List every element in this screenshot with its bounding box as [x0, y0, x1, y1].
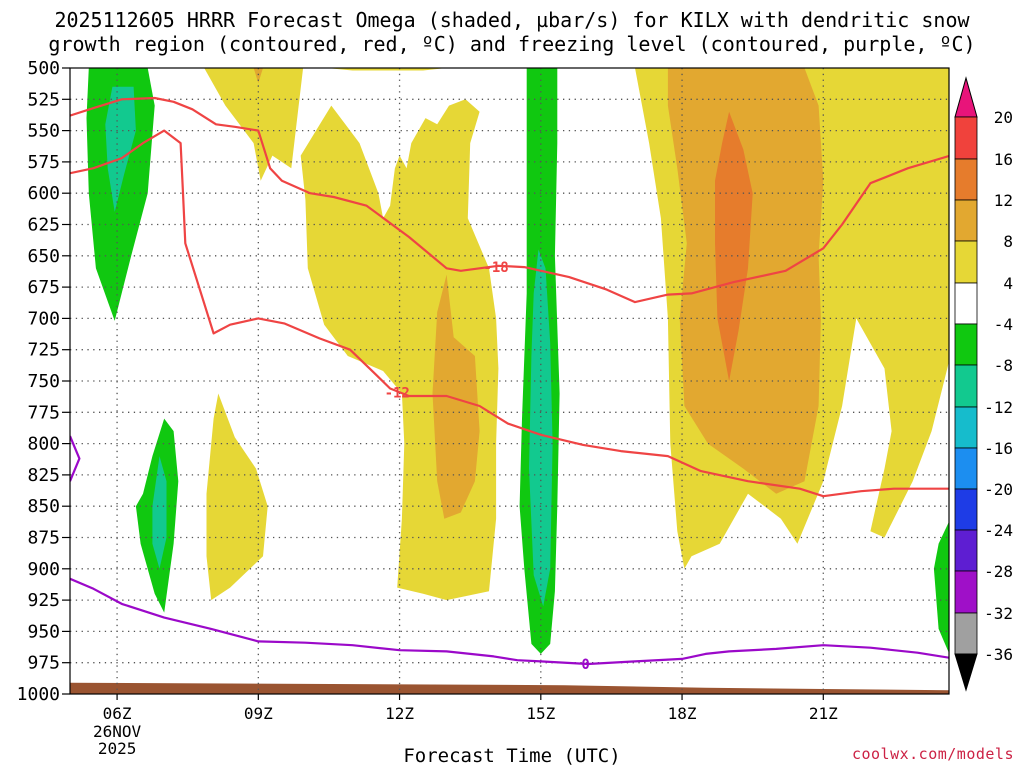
colorbar-tick-label: -36 — [984, 645, 1013, 664]
x-tick-label: 21Z — [809, 704, 838, 723]
contours — [70, 96, 949, 666]
contour-label: -12 — [385, 385, 410, 401]
colorbar-over-arrow — [954, 76, 978, 118]
colorbar-band — [954, 199, 978, 242]
contour-freezing-level — [70, 577, 949, 666]
omega-region-yellow-top-08z — [204, 68, 304, 181]
y-tick-label: 700 — [27, 308, 60, 329]
colorbar-tick-label: -16 — [984, 439, 1013, 458]
colorbar-band — [954, 323, 978, 366]
chart-title-line-2: growth region (contoured, red, ºC) and f… — [48, 32, 976, 56]
colorbar-band — [954, 488, 978, 531]
y-tick-label: 650 — [27, 246, 60, 267]
omega-region-teal-early-upper — [105, 86, 136, 212]
colorbar-band — [954, 406, 978, 449]
colorbar-tick-label: -24 — [984, 521, 1013, 540]
y-tick-label: 675 — [27, 277, 60, 298]
x-tick-label: 09Z — [244, 704, 273, 723]
y-tick-label: 550 — [27, 121, 60, 142]
omega-region-deep-orange-right — [715, 111, 753, 382]
y-tick-label: 950 — [27, 621, 60, 642]
colorbar: 20 16 12 8 4 -4 -8 -12 -16 -20 -24 -28 -32 -36 — [954, 76, 1013, 692]
x-axis-label: Forecast Time (UTC) — [403, 745, 621, 767]
contour-dgz-lower-left — [70, 129, 949, 498]
y-tick-label: 625 — [27, 215, 60, 236]
colorbar-band — [954, 529, 978, 572]
omega-region-yellow-low-08z — [206, 393, 268, 601]
colorbar-tick-label: -28 — [984, 562, 1013, 581]
omega-region-green-right-low — [933, 521, 949, 654]
y-tick-label: 800 — [27, 434, 60, 455]
contour-labels: -18 -12 0 — [385, 260, 590, 673]
y-tick-label: 975 — [27, 653, 60, 674]
colorbar-tick-label: 20 — [994, 108, 1013, 127]
colorbar-band — [954, 158, 978, 201]
colorbar-band — [954, 282, 978, 325]
y-tick-label: 500 — [27, 58, 60, 79]
contour-label: -18 — [483, 260, 508, 276]
y-tick-label: 1000 — [17, 684, 60, 705]
y-tick-label: 850 — [27, 496, 60, 517]
y-tick-label: 825 — [27, 465, 60, 486]
y-tick-label: 750 — [27, 371, 60, 392]
colorbar-band — [954, 364, 978, 408]
x-tick-label: 06Z — [103, 704, 132, 723]
colorbar-tick-label: 8 — [1003, 232, 1013, 251]
omega-region-green-early-upper — [86, 68, 155, 321]
omega-region-yellow-top-11z — [326, 68, 447, 71]
ground-fill — [70, 682, 949, 694]
colorbar-tick-label: -4 — [994, 315, 1013, 334]
y-tick-label: 925 — [27, 590, 60, 611]
omega-region-orange-main-13z — [432, 274, 480, 519]
omega-region-orange-top-09z — [253, 68, 263, 83]
colorbar-tick-label: -32 — [984, 604, 1013, 623]
colorbar-tick-label: -8 — [994, 356, 1013, 375]
y-tick-label: 600 — [27, 183, 60, 204]
omega-region-teal-low-07z — [152, 456, 167, 569]
x-tick-label: 12Z — [385, 704, 414, 723]
y-tick-label: 775 — [27, 402, 60, 423]
colorbar-band — [954, 447, 978, 490]
y-tick-label: 575 — [27, 152, 60, 173]
credit-link[interactable]: coolwx.com/models — [851, 745, 1014, 763]
y-axis: 500 525 550 575 600 625 650 675 700 725 750 775 800 8… — [17, 58, 70, 705]
colorbar-tick-label: 16 — [994, 150, 1013, 169]
contour-dgz-upper-left — [70, 96, 949, 304]
colorbar-tick-label: 12 — [994, 191, 1013, 210]
y-tick-label: 725 — [27, 340, 60, 361]
y-tick-label: 525 — [27, 89, 60, 110]
omega-region-yellow-main-12z — [300, 99, 499, 601]
colorbar-tick-label: -20 — [984, 480, 1013, 499]
colorbar-band — [954, 240, 978, 284]
colorbar-under-arrow — [954, 653, 978, 692]
y-tick-label: 875 — [27, 528, 60, 549]
colorbar-band — [954, 570, 978, 614]
ground-layer — [70, 682, 949, 694]
contour-freezing-level-left-edge — [70, 435, 81, 482]
colorbar-band — [954, 612, 978, 655]
colorbar-tick-label: -12 — [984, 398, 1013, 417]
contour-label: 0 — [581, 657, 589, 673]
x-tick-sublabel: 26NOV — [93, 722, 142, 741]
colorbar-tick-label: 4 — [1003, 274, 1013, 293]
chart-title-line-1: 2025112605 HRRR Forecast Omega (shaded, … — [54, 8, 970, 32]
x-tick-sublabel: 2025 — [98, 739, 137, 758]
y-tick-label: 900 — [27, 559, 60, 580]
colorbar-band — [954, 116, 978, 160]
omega-shading — [86, 68, 949, 654]
x-tick-label: 15Z — [526, 704, 555, 723]
x-tick-label: 18Z — [668, 704, 697, 723]
